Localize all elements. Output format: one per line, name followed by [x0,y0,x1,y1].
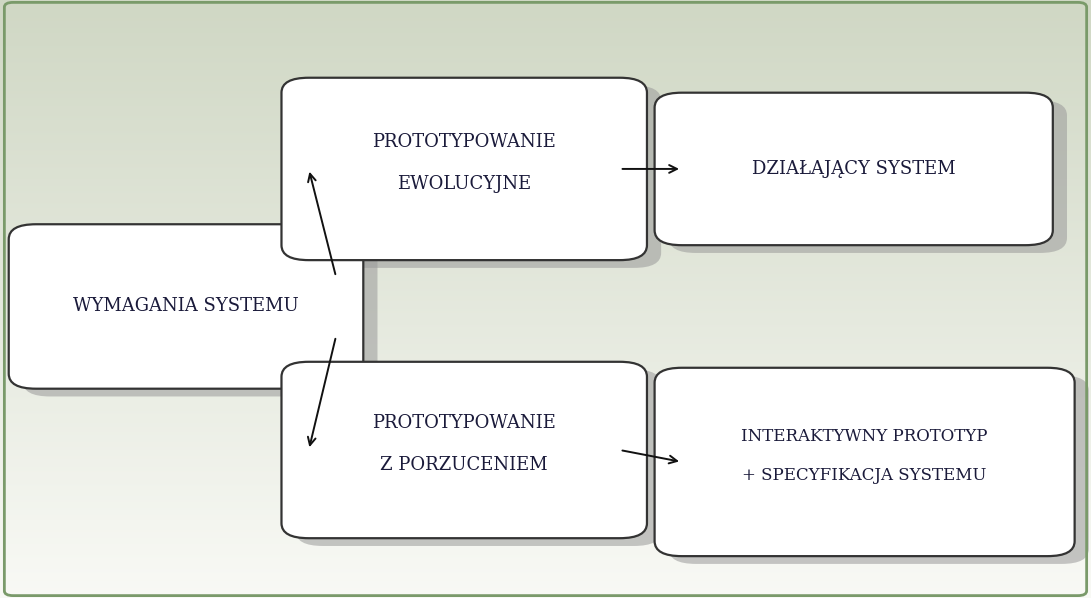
FancyBboxPatch shape [296,86,661,268]
FancyBboxPatch shape [669,376,1089,564]
Text: PROTOTYPOWANIE: PROTOTYPOWANIE [372,414,556,432]
FancyBboxPatch shape [9,224,363,389]
FancyBboxPatch shape [655,368,1075,556]
Text: EWOLUCYJNE: EWOLUCYJNE [397,175,531,193]
Text: WYMAGANIA SYSTEMU: WYMAGANIA SYSTEMU [73,297,299,316]
FancyBboxPatch shape [669,100,1067,253]
FancyBboxPatch shape [23,232,377,396]
FancyBboxPatch shape [281,362,647,538]
Text: INTERAKTYWNY PROTOTYP: INTERAKTYWNY PROTOTYP [742,428,987,445]
FancyBboxPatch shape [296,370,661,546]
FancyBboxPatch shape [281,78,647,260]
Text: PROTOTYPOWANIE: PROTOTYPOWANIE [372,133,556,151]
Text: + SPECYFIKACJA SYSTEMU: + SPECYFIKACJA SYSTEMU [743,467,986,484]
Text: Z PORZUCENIEM: Z PORZUCENIEM [381,456,548,474]
FancyBboxPatch shape [655,93,1053,245]
Text: DZIAŁAJĄCY SYSTEM: DZIAŁAJĄCY SYSTEM [752,160,956,178]
